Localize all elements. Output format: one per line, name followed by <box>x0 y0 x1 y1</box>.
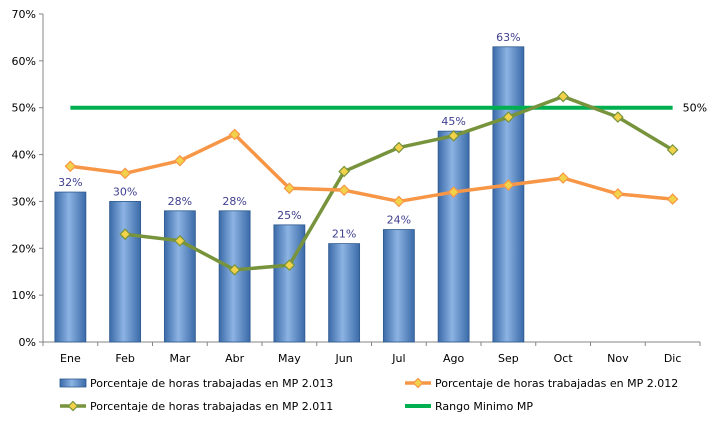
legend-item: Porcentaje de horas trabajadas en MP 2.0… <box>60 400 333 413</box>
line-point <box>119 167 131 180</box>
bar <box>109 201 142 343</box>
legend-label: Porcentaje de horas trabajadas en MP 2.0… <box>435 377 678 390</box>
data-label: 45% <box>441 115 465 128</box>
x-tick-label: Feb <box>115 352 134 365</box>
data-label: 28% <box>222 195 246 208</box>
bar <box>492 46 525 343</box>
data-label: 25% <box>277 209 301 222</box>
bar <box>273 224 306 343</box>
y-tick-label: 60% <box>12 55 36 68</box>
legend-swatch <box>59 378 87 388</box>
data-label: 24% <box>387 214 411 227</box>
y-tick-label: 30% <box>12 195 36 208</box>
y-tick-label: 70% <box>12 8 36 21</box>
line-point <box>557 172 569 184</box>
line-point <box>557 90 569 103</box>
reference-line: 50% <box>70 102 707 115</box>
x-tick-label: Mar <box>169 352 190 365</box>
legend-item: Porcentaje de horas trabajadas en MP 2.0… <box>405 377 678 390</box>
line-point <box>283 259 296 272</box>
x-tick-label: Jun <box>335 352 353 365</box>
x-tick-label: Dic <box>664 352 682 365</box>
legend-label: Rango Minimo MP <box>435 400 533 413</box>
data-label: 30% <box>113 185 137 198</box>
data-label: 21% <box>332 228 356 241</box>
x-tick-label: Sep <box>498 352 519 365</box>
series-line <box>70 132 673 204</box>
line-point <box>174 154 186 167</box>
x-tick-label: Oct <box>554 352 574 365</box>
x-tick-label: Ene <box>60 352 81 365</box>
bar <box>328 243 361 343</box>
line-point <box>666 144 679 156</box>
line-series-1 <box>64 128 679 208</box>
legend-marker <box>412 377 424 389</box>
line-point <box>447 129 460 142</box>
legend-label: Porcentaje de horas trabajadas en MP 2.0… <box>90 400 333 413</box>
line-point <box>502 179 515 191</box>
x-tick-label: Jul <box>391 352 405 365</box>
y-tick-label: 0% <box>19 336 36 349</box>
bar <box>437 130 470 343</box>
line-point <box>119 228 131 241</box>
bar <box>218 210 251 343</box>
line-point <box>228 263 241 276</box>
x-tick-label: Abr <box>225 352 245 365</box>
line-point <box>612 111 624 123</box>
line-point <box>393 195 405 208</box>
line-point <box>64 160 77 173</box>
line-series <box>64 90 679 276</box>
legend-item: Porcentaje de horas trabajadas en MP 2.0… <box>59 377 333 390</box>
legend-label: Porcentaje de horas trabajadas en MP 2.0… <box>90 377 333 390</box>
line-point <box>502 111 515 123</box>
line-point <box>666 193 679 205</box>
line-point <box>393 141 405 154</box>
line-point <box>612 188 624 200</box>
line-point <box>447 186 460 198</box>
bar <box>54 191 87 343</box>
x-tick-label: Ago <box>443 352 465 365</box>
line-point <box>338 165 350 178</box>
bar-series: 32% 30% 28% 28% 25% 21% 24% 45% 63% <box>54 31 525 343</box>
reference-line-label: 50% <box>683 102 707 115</box>
data-label: 28% <box>168 195 192 208</box>
y-tick-label: 10% <box>12 289 36 302</box>
y-tick-label: 20% <box>12 242 36 255</box>
legend: Porcentaje de horas trabajadas en MP 2.0… <box>59 377 678 413</box>
line-series-2 <box>119 90 679 276</box>
x-tick-label: Nov <box>607 352 629 365</box>
bar <box>382 229 415 343</box>
data-label: 63% <box>496 31 520 44</box>
line-point <box>228 128 241 141</box>
legend-marker <box>67 400 79 412</box>
y-tick-label: 50% <box>12 102 36 115</box>
data-label: 32% <box>58 176 82 189</box>
line-point <box>338 184 350 197</box>
line-point <box>174 234 186 247</box>
x-tick-label: May <box>278 352 301 365</box>
bar <box>163 210 196 343</box>
line-point <box>283 182 296 195</box>
legend-item: Rango Minimo MP <box>405 400 533 413</box>
axes: 0% 10% 20% 30% 40% 50% 60% 70% Ene Feb Mar Abr May Ju… <box>12 8 701 365</box>
y-tick-label: 40% <box>12 149 36 162</box>
